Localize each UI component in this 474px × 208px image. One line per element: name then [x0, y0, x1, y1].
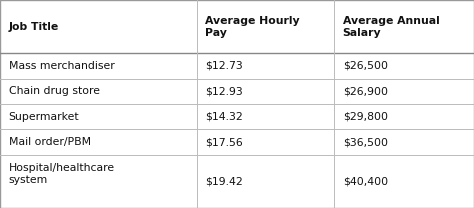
Text: Supermarket: Supermarket [9, 112, 79, 122]
Text: $26,500: $26,500 [343, 61, 388, 71]
Text: Job Title: Job Title [9, 22, 59, 32]
Text: Average Hourly
Pay: Average Hourly Pay [205, 16, 300, 38]
Text: Mass merchandiser: Mass merchandiser [9, 61, 114, 71]
Text: $17.56: $17.56 [205, 137, 243, 147]
Text: $29,800: $29,800 [343, 112, 388, 122]
Text: $12.93: $12.93 [205, 86, 243, 96]
Text: $26,900: $26,900 [343, 86, 388, 96]
Text: $19.42: $19.42 [205, 176, 243, 186]
Text: $36,500: $36,500 [343, 137, 388, 147]
Text: Mail order/PBM: Mail order/PBM [9, 137, 91, 147]
Text: $14.32: $14.32 [205, 112, 243, 122]
Text: $40,400: $40,400 [343, 176, 388, 186]
Text: Chain drug store: Chain drug store [9, 86, 100, 96]
Text: Average Annual
Salary: Average Annual Salary [343, 16, 439, 38]
Text: $12.73: $12.73 [205, 61, 243, 71]
Text: Hospital/healthcare
system: Hospital/healthcare system [9, 163, 115, 185]
